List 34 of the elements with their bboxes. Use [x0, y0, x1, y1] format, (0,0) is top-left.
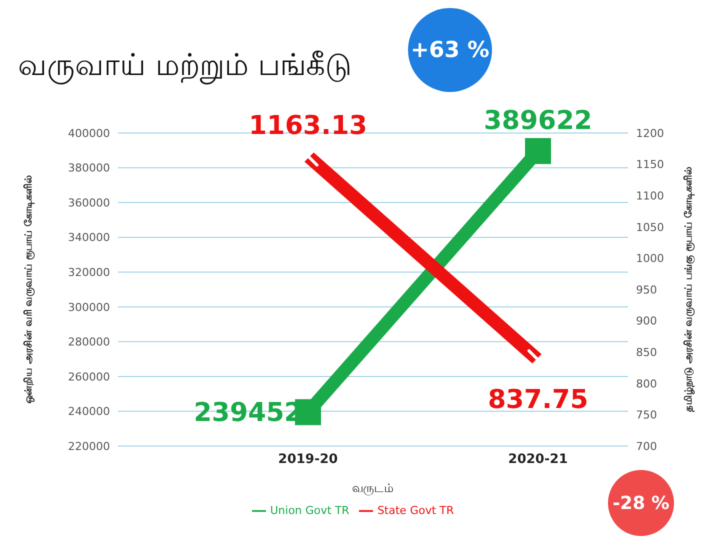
- y2-tick-label: 950: [636, 283, 657, 296]
- y-tick-label: 220000: [68, 440, 110, 453]
- y2-tick-label: 850: [636, 346, 657, 360]
- x-tick-label: 2020-21: [508, 452, 568, 468]
- y2-tick-label: 1150: [636, 158, 664, 172]
- y-tick-label: 380000: [68, 162, 110, 175]
- y-tick-label: 300000: [68, 300, 110, 314]
- data-label: 837.75: [488, 384, 588, 415]
- text: +63 %: [410, 38, 490, 62]
- y-axis-title: ஒன்றிய அரசின் வரி வருவாய் ரூபாய் கோடிகளில்: [22, 175, 35, 404]
- chart-title: வருவாய் மற்றும் பங்கீடு: [18, 48, 352, 86]
- legend-label: State Govt TR: [377, 504, 454, 518]
- y2-tick-label: 1100: [636, 190, 664, 203]
- y-tick-label: 400000: [68, 126, 110, 140]
- legend-label: Union Govt TR: [270, 504, 350, 518]
- data-label: 389622: [484, 106, 592, 136]
- y-tick-label: 240000: [68, 405, 110, 418]
- y2-axis-title: தமிழ்நாடு அரசின் வருவாய் பங்கு ரூபாய் கோடிகளில்: [682, 166, 696, 412]
- x-tick-label: 2019-20: [278, 452, 338, 468]
- y2-tick-label: 1000: [636, 252, 664, 266]
- y-tick-label: 320000: [68, 266, 110, 280]
- y-tick-label: 280000: [68, 336, 110, 349]
- y2-tick-label: 700: [636, 440, 657, 453]
- y2-tick-label: 1200: [636, 126, 664, 140]
- y2-tick-label: 750: [636, 408, 657, 422]
- y2-tick-label: 1050: [636, 220, 664, 234]
- text: -28 %: [612, 492, 670, 514]
- y2-tick-label: 900: [636, 314, 657, 328]
- y2-tick-label: 800: [636, 377, 657, 390]
- y-tick-label: 360000: [68, 196, 110, 210]
- x-axis-title: வருடம்: [352, 481, 394, 496]
- y-tick-label: 260000: [68, 370, 110, 384]
- y-tick-label: 340000: [68, 231, 110, 244]
- data-label: 1163.13: [248, 111, 368, 142]
